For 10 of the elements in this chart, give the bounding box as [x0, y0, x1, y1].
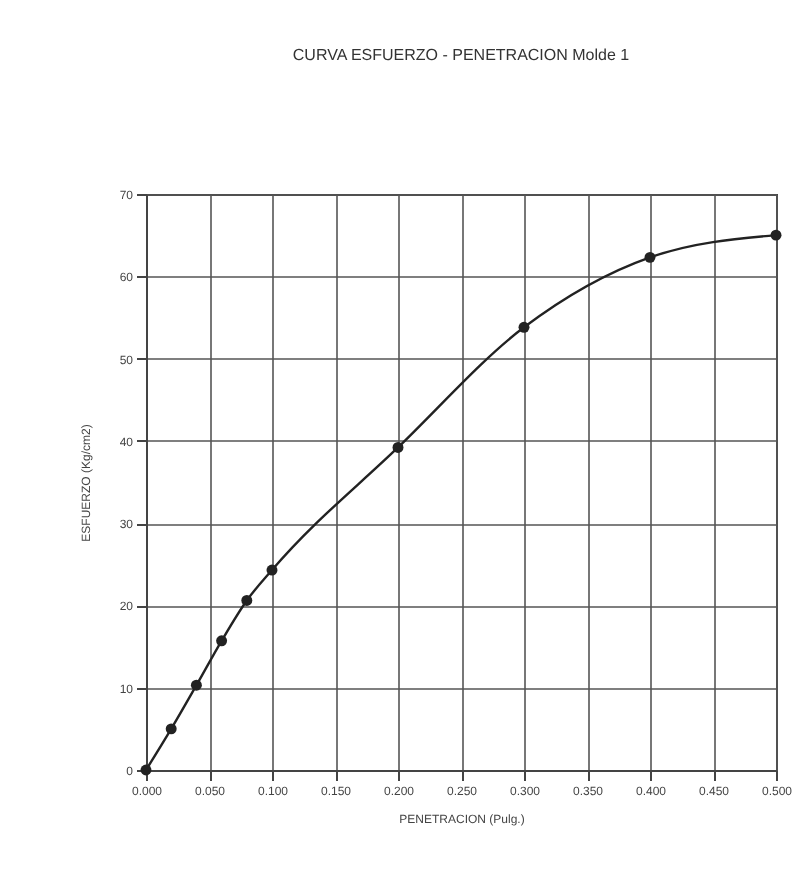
point: [770, 229, 782, 241]
chart-title: CURVA ESFUERZO - PENETRACION Molde 1: [292, 46, 631, 64]
point: [518, 321, 530, 333]
point: [644, 251, 656, 263]
point: [216, 635, 228, 647]
point: [165, 723, 177, 735]
point: [241, 595, 253, 606]
point: [266, 564, 278, 576]
point: [190, 679, 202, 691]
point: [392, 441, 404, 453]
